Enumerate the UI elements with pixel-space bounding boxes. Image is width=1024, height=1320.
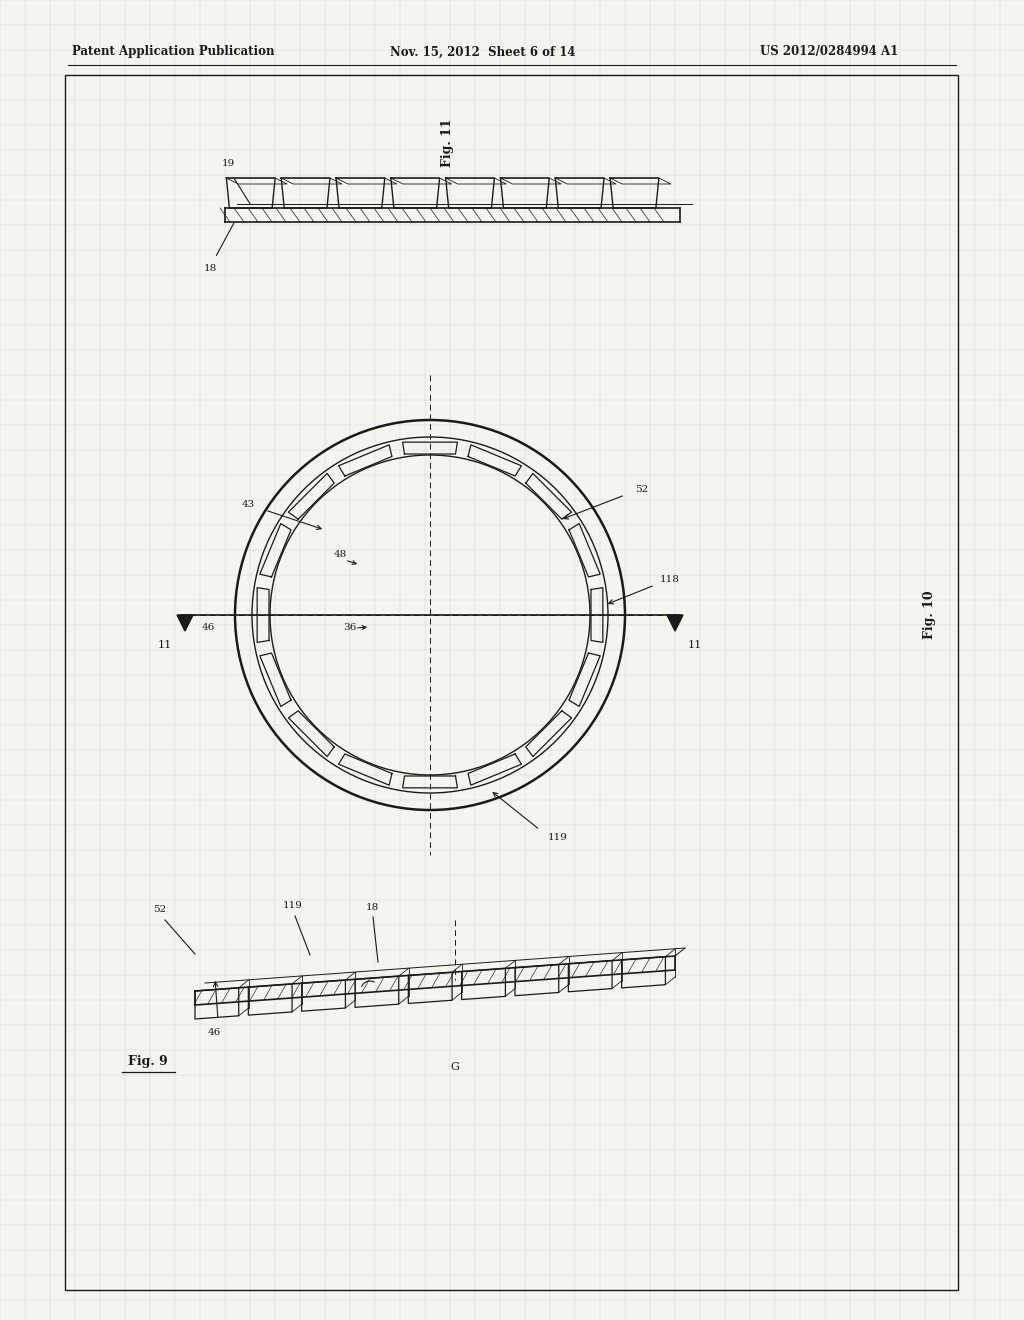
Text: 118: 118	[660, 576, 680, 583]
Text: Fig. 9: Fig. 9	[128, 1055, 168, 1068]
Text: 52: 52	[635, 484, 648, 494]
Text: 18: 18	[366, 903, 379, 912]
Text: 48: 48	[334, 550, 347, 558]
Polygon shape	[667, 615, 683, 631]
Text: Fig. 10: Fig. 10	[924, 590, 937, 639]
Text: Fig. 11: Fig. 11	[441, 119, 455, 168]
Text: 11: 11	[688, 640, 702, 649]
Text: G: G	[451, 1063, 460, 1072]
Polygon shape	[177, 615, 193, 631]
Text: 18: 18	[204, 264, 217, 273]
Text: 119: 119	[548, 833, 568, 842]
Text: Nov. 15, 2012  Sheet 6 of 14: Nov. 15, 2012 Sheet 6 of 14	[390, 45, 575, 58]
Text: 119: 119	[283, 902, 303, 909]
Text: 36: 36	[343, 623, 356, 632]
Text: 52: 52	[154, 906, 167, 913]
Text: 46: 46	[208, 1028, 220, 1038]
Text: 43: 43	[242, 500, 255, 510]
Text: 19: 19	[221, 158, 234, 168]
Text: 11: 11	[158, 640, 172, 649]
Text: Patent Application Publication: Patent Application Publication	[72, 45, 274, 58]
Text: US 2012/0284994 A1: US 2012/0284994 A1	[760, 45, 898, 58]
Bar	[65, 75, 958, 1290]
Text: 46: 46	[202, 623, 215, 632]
